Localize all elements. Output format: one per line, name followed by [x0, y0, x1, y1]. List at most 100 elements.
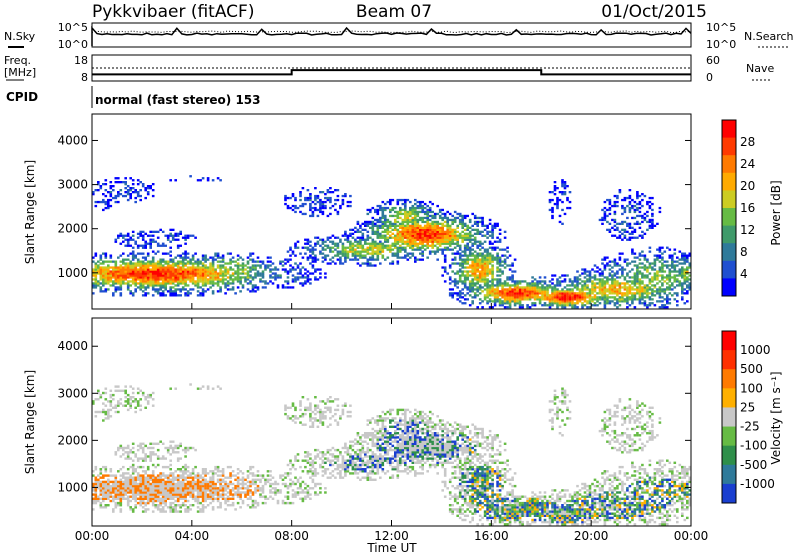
velocity-cell: [129, 402, 132, 405]
velocity-cell: [124, 482, 127, 486]
power-cell: [618, 189, 622, 192]
power-cell: [309, 272, 312, 275]
power-cell: [428, 250, 432, 253]
power-cell: [683, 282, 687, 285]
power-cell: [446, 242, 449, 245]
power-cell: [478, 252, 482, 255]
power-cell: [141, 185, 145, 188]
power-cell: [369, 264, 372, 267]
power-cell: [563, 274, 567, 277]
power-cell: [341, 202, 345, 206]
velocity-cell: [141, 484, 145, 488]
power-cell: [136, 286, 140, 289]
velocity-cell: [151, 489, 155, 492]
cpid-label: CPID: [6, 90, 38, 104]
power-colorbar-segment: [722, 190, 736, 209]
power-cell: [136, 179, 140, 182]
power-cell: [206, 179, 210, 182]
power-cell: [431, 228, 434, 231]
power-cell: [266, 256, 270, 259]
velocity-cell: [104, 391, 108, 395]
power-cell: [107, 278, 110, 281]
power-cell: [621, 292, 624, 295]
power-cell: [236, 268, 240, 271]
power-cell: [533, 296, 537, 299]
power-cell: [666, 300, 669, 303]
power-cell: [309, 256, 312, 259]
power-cell: [601, 280, 604, 283]
power-cell: [521, 286, 524, 289]
power-cell: [394, 246, 397, 249]
power-cell: [433, 212, 437, 216]
power-cell: [496, 298, 499, 301]
power-cell: [453, 262, 457, 265]
power-cell: [631, 198, 634, 202]
power-cell: [486, 284, 489, 287]
power-cell: [606, 280, 609, 283]
power-cell: [443, 258, 447, 261]
power-cell: [411, 206, 415, 210]
power-cell: [481, 254, 484, 257]
power-cell: [256, 256, 260, 259]
velocity-cell: [146, 446, 150, 450]
power-cell: [149, 242, 152, 245]
velocity-cell: [92, 489, 95, 492]
power-cell: [496, 262, 499, 265]
velocity-cell: [156, 487, 160, 490]
velocity-cell: [114, 493, 118, 496]
power-cell: [326, 189, 330, 192]
power-cell: [638, 286, 642, 289]
power-cell: [359, 256, 362, 259]
power-cell: [496, 292, 499, 295]
power-cell: [481, 272, 484, 275]
velocity-cell: [154, 482, 157, 486]
velocity-cell: [159, 476, 162, 479]
velocity-cell: [131, 491, 135, 494]
power-cell: [166, 272, 170, 275]
power-cell: [438, 216, 442, 220]
velocity-cell: [136, 484, 140, 488]
power-cell: [107, 200, 110, 204]
velocity-cell: [189, 495, 192, 498]
power-cell: [406, 244, 410, 247]
power-cell: [276, 284, 280, 287]
power-cell: [186, 262, 190, 265]
power-cell: [104, 194, 108, 198]
power-cell: [199, 266, 202, 269]
power-cell: [563, 278, 567, 281]
power-cell: [321, 212, 325, 216]
power-cell: [161, 294, 165, 297]
power-cell: [221, 276, 225, 279]
power-cell: [371, 228, 375, 231]
power-cell: [376, 210, 380, 214]
power-cell: [661, 306, 664, 309]
power-cell: [476, 240, 479, 243]
power-cell: [94, 276, 98, 279]
power-cell: [414, 230, 417, 233]
power-cell: [556, 300, 559, 303]
velocity-cell: [161, 455, 165, 458]
power-cell: [379, 232, 382, 235]
power-cell: [181, 236, 185, 239]
power-cell: [196, 272, 200, 275]
power-cell: [661, 264, 664, 267]
power-cell: [122, 262, 125, 265]
power-cell: [92, 278, 95, 281]
power-cell: [456, 280, 459, 283]
power-cell: [546, 304, 549, 307]
power-cell: [611, 292, 614, 295]
power-cell: [601, 282, 604, 285]
power-cell: [321, 200, 325, 204]
power-cell: [458, 300, 462, 303]
power-cell: [668, 256, 672, 259]
power-cell: [673, 268, 677, 271]
power-cell: [591, 304, 594, 307]
power-cell: [381, 224, 385, 227]
power-cell: [608, 222, 612, 225]
power-cell: [581, 304, 584, 307]
power-cell: [626, 274, 629, 277]
power-cell: [483, 256, 487, 259]
power-cell: [468, 240, 472, 243]
power-cell: [119, 270, 123, 273]
power-cell: [676, 270, 679, 273]
